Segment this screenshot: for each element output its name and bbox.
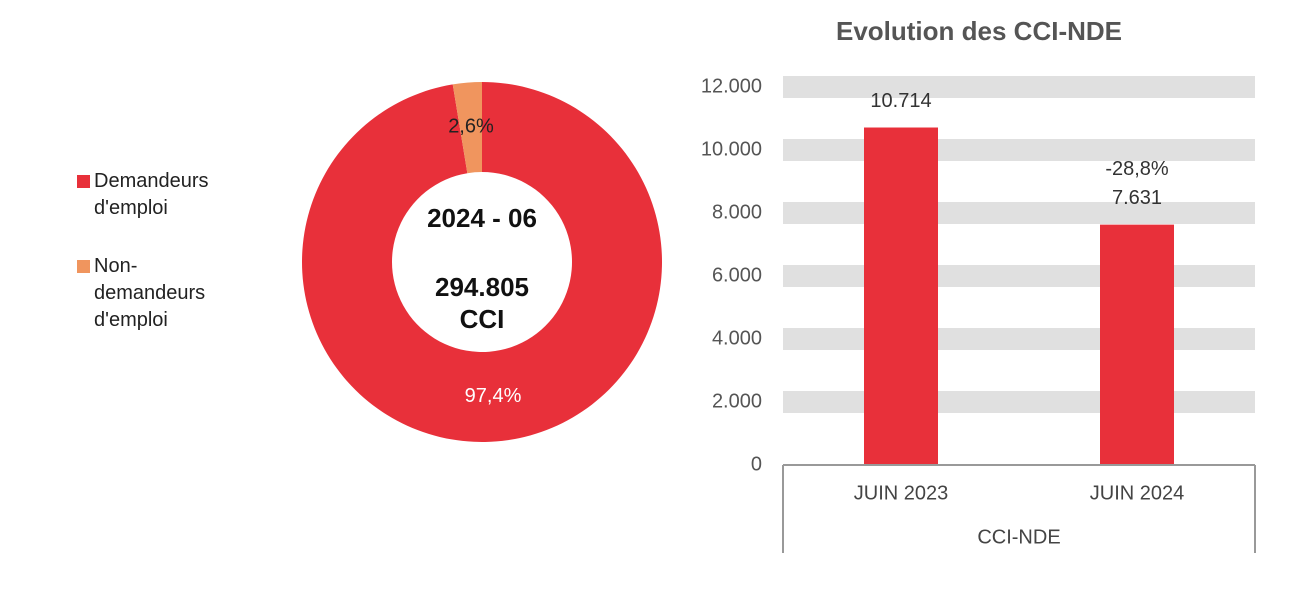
slice-label: 97,4% [465,385,522,407]
bar [864,127,938,465]
x-tick-label: JUIN 2024 [1090,482,1185,504]
donut-slice [302,82,663,442]
center-text: 294.805 [435,272,529,302]
legend-item: Demandeurs d'emploi [77,168,247,222]
legend-swatch [77,260,90,273]
center-text: CCI [460,304,505,334]
y-tick-label: 4.000 [712,327,762,349]
slice-label: 2,6% [448,116,494,138]
y-tick-label: 10.000 [701,138,762,160]
legend-label: Non-demandeurs d'emploi [94,255,206,331]
legend: Demandeurs d'emploi Non-demandeurs d'empl… [77,168,247,365]
value-label: 10.714 [870,90,931,112]
y-tick-label: 8.000 [712,201,762,223]
bar [1100,224,1174,465]
x-axis-title: CCI-NDE [977,526,1060,548]
donut-slice [452,82,482,174]
y-tick-label: 12.000 [701,75,762,97]
legend-swatch [77,175,90,188]
legend-label: Demandeurs d'emploi [94,170,209,219]
center-text: 2024 - 06 [427,203,537,233]
x-tick-label: JUIN 2023 [854,482,949,504]
y-tick-label: 0 [751,453,762,475]
value-label: 7.631 [1112,187,1162,209]
change-label: -28,8% [1105,158,1169,180]
legend-item: Non-demandeurs d'emploi [77,253,247,334]
y-tick-label: 2.000 [712,390,762,412]
chart-title: Evolution des CCI-NDE [836,16,1122,46]
y-tick-label: 6.000 [712,264,762,286]
